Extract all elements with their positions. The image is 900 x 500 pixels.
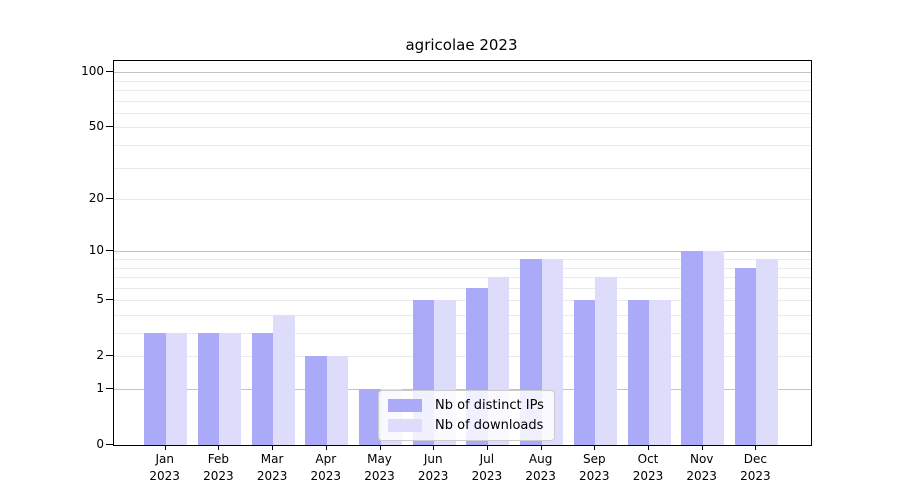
gridline-minor [114, 333, 811, 334]
bar-jan-downloads [165, 333, 188, 445]
x-tick-mark [164, 445, 166, 450]
x-tick-label-sep: Sep 2023 [579, 452, 610, 483]
y-tick-mark [106, 250, 113, 252]
gridline-minor [114, 100, 811, 102]
bar-sep-distinct-ips [573, 300, 596, 445]
bar-dec-downloads [756, 259, 778, 445]
x-tick-label-aug: Aug 2023 [525, 452, 556, 483]
y-tick-label: 1 [96, 381, 104, 395]
gridline-minor [114, 267, 811, 269]
gridline-minor [114, 315, 811, 316]
gridline-minor [114, 127, 811, 129]
bar-dec-distinct-ips [734, 267, 757, 445]
legend-swatch-downloads [388, 419, 422, 432]
y-tick-mark [106, 388, 113, 389]
gridline-minor [114, 145, 811, 146]
chart-title: agricolae 2023 [405, 36, 518, 54]
x-tick-mark [379, 445, 381, 450]
bar-feb-downloads [219, 333, 241, 445]
gridline-minor [114, 356, 811, 358]
gridline-major [114, 72, 811, 74]
y-tick-mark [106, 299, 113, 301]
gridline-minor [114, 112, 811, 114]
y-tick-label: 20 [88, 191, 104, 206]
bar-may-distinct-ips [359, 389, 381, 445]
bar-oct-distinct-ips [627, 300, 649, 445]
gridline-minor [114, 80, 811, 82]
x-tick-mark [272, 445, 274, 450]
x-tick-mark [701, 445, 703, 450]
x-tick-label-jan: Jan 2023 [149, 452, 180, 483]
bar-mar-downloads [273, 315, 295, 445]
x-tick-label-dec: Dec 2023 [740, 452, 771, 483]
x-tick-label-jul: Jul 2023 [471, 452, 503, 483]
gridline-minor [114, 167, 811, 169]
plot-area: Nb of distinct IPs Nb of downloads [113, 60, 812, 446]
y-tick-label: 10 [88, 243, 104, 258]
x-tick-mark [325, 445, 327, 450]
x-tick-mark [648, 445, 649, 450]
gridline-minor [114, 90, 811, 91]
y-tick-label: 0 [96, 437, 104, 451]
gridline-minor [114, 277, 811, 278]
gridline-minor [114, 199, 811, 201]
bar-mar-distinct-ips [251, 333, 274, 445]
x-tick-label-oct: Oct 2023 [632, 452, 664, 483]
y-tick-label: 50 [88, 119, 104, 134]
bar-oct-downloads [649, 300, 671, 445]
x-tick-mark [594, 445, 596, 450]
legend-item-distinct-ips: Nb of distinct IPs [388, 398, 544, 413]
x-tick-mark [218, 445, 220, 450]
gridline-major [114, 251, 811, 253]
x-tick-label-apr: Apr 2023 [310, 452, 342, 483]
y-tick-mark [106, 126, 113, 128]
y-tick-label: 100 [81, 64, 104, 79]
y-tick-label: 2 [96, 348, 104, 363]
bar-nov-downloads [702, 251, 725, 445]
bar-apr-downloads [326, 356, 349, 445]
legend-label-downloads: Nb of downloads [435, 418, 544, 433]
bar-apr-distinct-ips [305, 356, 327, 445]
x-tick-label-feb: Feb 2023 [203, 452, 234, 483]
bar-nov-distinct-ips [681, 251, 703, 445]
legend-item-downloads: Nb of downloads [388, 418, 544, 433]
gridline-minor [114, 287, 811, 289]
y-tick-mark [106, 198, 113, 200]
x-tick-label-may: May 2023 [364, 452, 395, 483]
legend-label-distinct-ips: Nb of distinct IPs [435, 398, 544, 413]
x-tick-label-mar: Mar 2023 [256, 452, 288, 483]
bar-jan-distinct-ips [144, 333, 166, 445]
y-tick-mark [106, 444, 113, 445]
x-tick-mark [755, 445, 757, 450]
gridline-major [114, 389, 811, 390]
y-tick-mark [106, 71, 113, 73]
bar-feb-distinct-ips [197, 333, 220, 445]
legend: Nb of distinct IPs Nb of downloads [378, 390, 555, 441]
x-tick-mark [540, 445, 542, 450]
x-tick-mark [486, 445, 488, 450]
x-tick-label-nov: Nov 2023 [686, 452, 717, 483]
gridline-minor [114, 259, 811, 260]
gridline-minor [114, 300, 811, 302]
x-tick-label-jun: Jun 2023 [417, 452, 449, 483]
bar-sep-downloads [595, 277, 617, 445]
y-tick-label: 5 [96, 292, 104, 307]
y-tick-mark [106, 355, 113, 357]
x-tick-mark [433, 445, 435, 450]
legend-swatch-distinct-ips [388, 399, 422, 412]
